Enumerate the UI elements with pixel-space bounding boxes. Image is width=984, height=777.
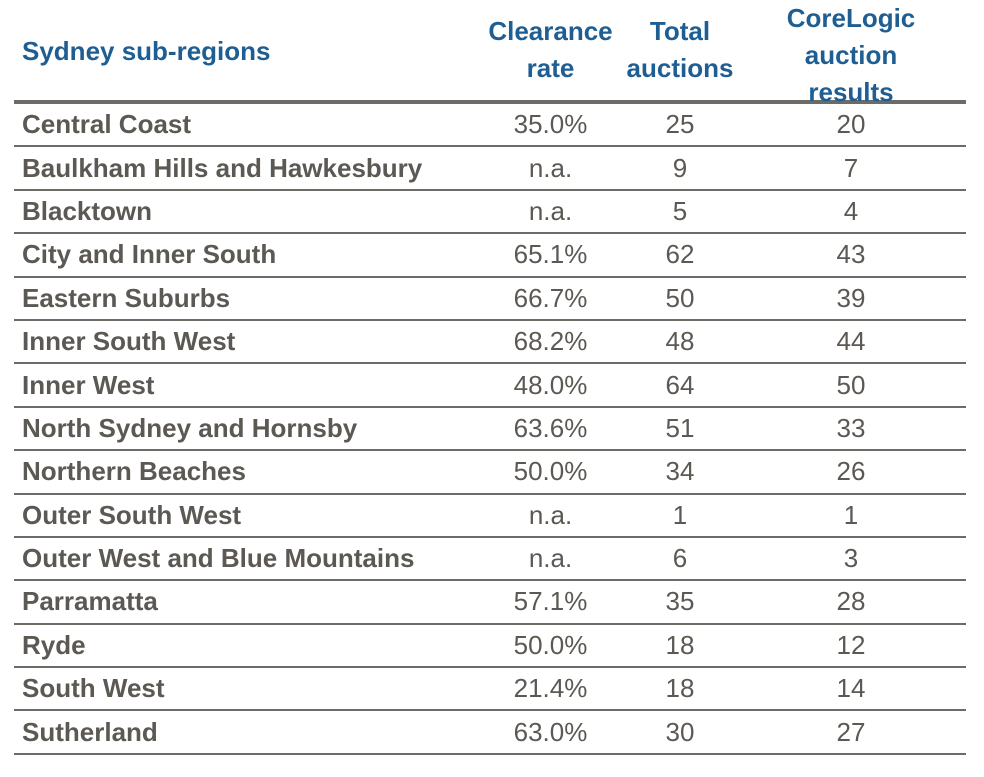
- cell-total-auctions: 35: [665, 586, 695, 617]
- cell-clearance-rate: 63.6%: [513, 412, 588, 443]
- cell-region: City and Inner South: [22, 239, 277, 270]
- cell-total-auctions: 18: [665, 673, 695, 704]
- header-corelogic-results: CoreLogic auction results: [736, 0, 966, 107]
- cell-region: Outer South West: [22, 499, 242, 530]
- table-body: Central Coast 35.0% 25 20 Baulkham Hills and…: [14, 104, 966, 755]
- cell-clearance-rate: 48.0%: [513, 369, 588, 400]
- cell-corelogic-results: 14: [836, 673, 866, 704]
- cell-clearance-rate: 65.1%: [513, 239, 588, 270]
- header-clearance-rate: Clearance rate: [477, 0, 624, 100]
- cell-clearance-rate: 50.0%: [513, 456, 588, 487]
- cell-region: South West: [22, 673, 165, 704]
- cell-total-auctions: 48: [665, 326, 695, 357]
- cell-clearance-rate: 21.4%: [513, 673, 588, 704]
- header-region-label: Sydney sub-regions: [22, 35, 271, 66]
- cell-corelogic-results: 33: [836, 412, 866, 443]
- cell-region: Northern Beaches: [22, 456, 246, 487]
- table-row: Outer West and Blue Mountains n.a. 6 3: [14, 538, 966, 582]
- cell-total-auctions: 5: [672, 195, 688, 226]
- cell-region: Blacktown: [22, 195, 153, 226]
- table-row: Central Coast 35.0% 25 20: [14, 104, 966, 148]
- cell-corelogic-results: 50: [836, 369, 866, 400]
- cell-corelogic-results: 12: [836, 629, 866, 660]
- cell-total-auctions: 30: [665, 716, 695, 747]
- cell-clearance-rate: 68.2%: [513, 326, 588, 357]
- cell-region: Inner South West: [22, 326, 236, 357]
- table-row: Eastern Suburbs 66.7% 50 39: [14, 278, 966, 321]
- table-row: Ryde 50.0% 18 12: [14, 625, 966, 669]
- cell-region: Sutherland: [22, 716, 158, 747]
- table-row: Baulkham Hills and Hawkesbury n.a. 9 7: [14, 147, 966, 191]
- cell-total-auctions: 64: [665, 369, 695, 400]
- cell-total-auctions: 62: [665, 239, 695, 270]
- cell-corelogic-results: 20: [836, 109, 866, 140]
- cell-total-auctions: 18: [665, 629, 695, 660]
- cell-corelogic-results: 43: [836, 239, 866, 270]
- cell-region: Inner West: [22, 369, 155, 400]
- cell-region: Ryde: [22, 629, 86, 660]
- cell-corelogic-results: 1: [843, 499, 859, 530]
- table-row: South West 21.4% 18 14: [14, 668, 966, 712]
- table-row: City and Inner South 65.1% 62 43: [14, 234, 966, 278]
- cell-corelogic-results: 27: [836, 716, 866, 747]
- cell-corelogic-results: 3: [843, 543, 859, 574]
- table-row: Northern Beaches 50.0% 34 26: [14, 451, 966, 495]
- cell-clearance-rate: n.a.: [528, 499, 573, 530]
- cell-corelogic-results: 4: [843, 195, 859, 226]
- cell-corelogic-results: 7: [843, 152, 859, 183]
- cell-region: Parramatta: [22, 586, 158, 617]
- cell-clearance-rate: 57.1%: [513, 586, 588, 617]
- cell-total-auctions: 9: [672, 152, 688, 183]
- cell-region: Central Coast: [22, 109, 192, 140]
- header-total-auctions-label: Total auctions: [626, 16, 734, 83]
- table-row: Blacktown n.a. 5 4: [14, 191, 966, 235]
- cell-total-auctions: 51: [665, 412, 695, 443]
- table-row: Parramatta 57.1% 35 28: [14, 581, 966, 625]
- table-row: Outer South West n.a. 1 1: [14, 495, 966, 538]
- cell-clearance-rate: 35.0%: [513, 109, 588, 140]
- header-region: Sydney sub-regions: [14, 0, 477, 100]
- cell-total-auctions: 1: [672, 499, 688, 530]
- table-row: North Sydney and Hornsby 63.6% 51 33: [14, 408, 966, 452]
- table-row: Sutherland 63.0% 30 27: [14, 711, 966, 755]
- cell-corelogic-results: 26: [836, 456, 866, 487]
- cell-corelogic-results: 28: [836, 586, 866, 617]
- table-row: Inner South West 68.2% 48 44: [14, 321, 966, 365]
- table-row: Inner West 48.0% 64 50: [14, 364, 966, 408]
- cell-clearance-rate: n.a.: [528, 152, 573, 183]
- cell-region: Outer West and Blue Mountains: [22, 543, 415, 574]
- cell-clearance-rate: 63.0%: [513, 716, 588, 747]
- cell-region: North Sydney and Hornsby: [22, 412, 358, 443]
- auction-results-table: Sydney sub-regions Clearance rate Total …: [14, 0, 966, 755]
- cell-total-auctions: 6: [672, 543, 688, 574]
- table-header-row: Sydney sub-regions Clearance rate Total …: [14, 0, 966, 107]
- cell-region: Eastern Suburbs: [22, 282, 231, 313]
- cell-total-auctions: 50: [665, 282, 695, 313]
- header-clearance-rate-label: Clearance rate: [488, 16, 613, 83]
- cell-clearance-rate: 50.0%: [513, 629, 588, 660]
- cell-region: Baulkham Hills and Hawkesbury: [22, 152, 423, 183]
- header-total-auctions: Total auctions: [624, 0, 736, 100]
- cell-total-auctions: 25: [665, 109, 695, 140]
- cell-clearance-rate: n.a.: [528, 543, 573, 574]
- header-corelogic-results-label: CoreLogic auction results: [786, 3, 916, 107]
- cell-corelogic-results: 44: [836, 326, 866, 357]
- cell-corelogic-results: 39: [836, 282, 866, 313]
- cell-clearance-rate: 66.7%: [513, 282, 588, 313]
- cell-total-auctions: 34: [665, 456, 695, 487]
- cell-clearance-rate: n.a.: [528, 195, 573, 226]
